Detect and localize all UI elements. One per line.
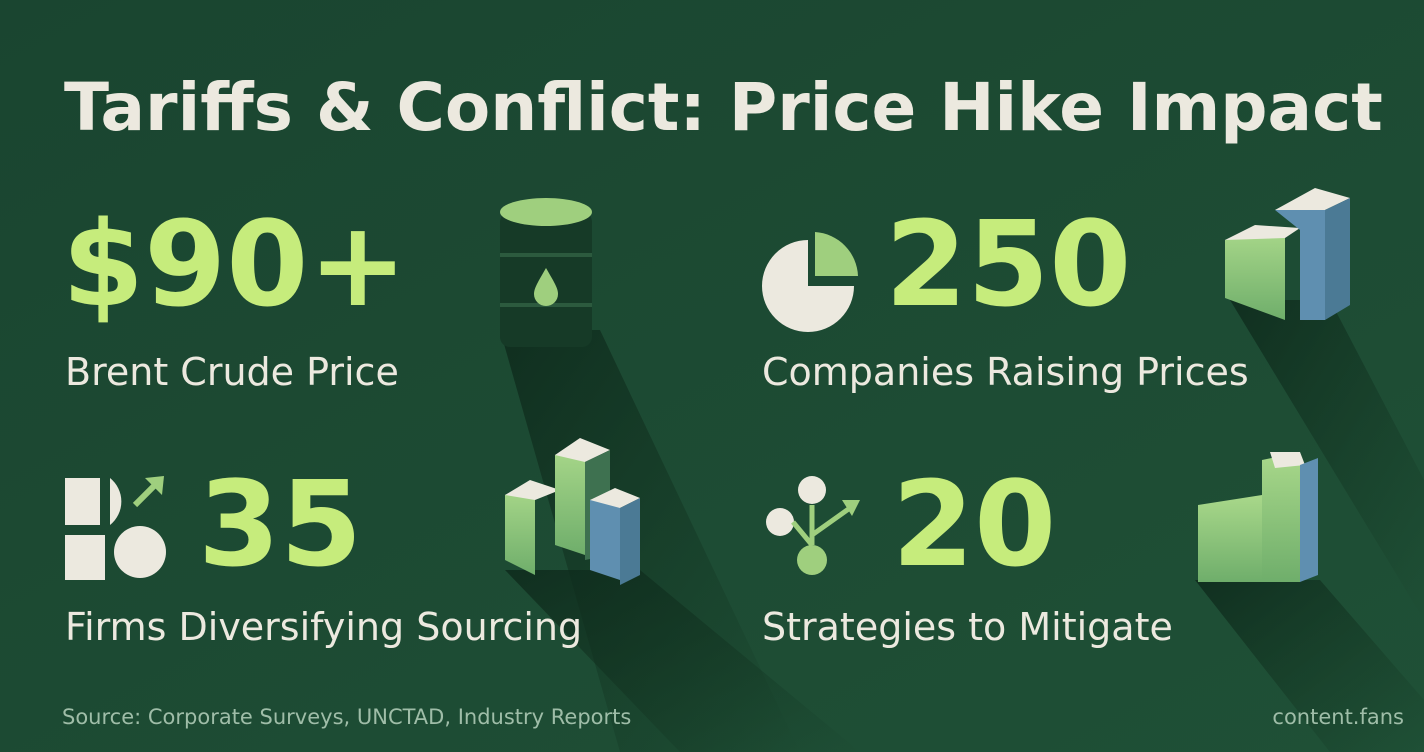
shadow <box>505 570 860 752</box>
branch-icon <box>766 476 860 575</box>
pie-icon <box>762 232 858 332</box>
title: Tariffs & Conflict: Price Hike Impact <box>64 69 1383 146</box>
stat-value: $90+ <box>62 195 407 333</box>
bars-icon <box>1225 188 1350 320</box>
stat-label: Companies Raising Prices <box>762 350 1249 394</box>
blocks-icon <box>505 438 640 585</box>
stat-label: Brent Crude Price <box>65 350 399 394</box>
stat-label: Firms Diversifying Sourcing <box>65 605 582 649</box>
shadow <box>1195 580 1424 752</box>
stat-value: 20 <box>892 455 1056 593</box>
stat-value: 35 <box>198 455 362 593</box>
stat-value: 250 <box>885 195 1131 333</box>
shapes-icon <box>65 476 166 580</box>
brand: content.fans <box>1272 705 1404 729</box>
shadow <box>1230 300 1424 620</box>
factory-icon <box>1198 452 1318 582</box>
stat-label: Strategies to Mitigate <box>762 605 1173 649</box>
barrel-icon <box>500 198 592 347</box>
source: Source: Corporate Surveys, UNCTAD, Indus… <box>62 705 631 729</box>
